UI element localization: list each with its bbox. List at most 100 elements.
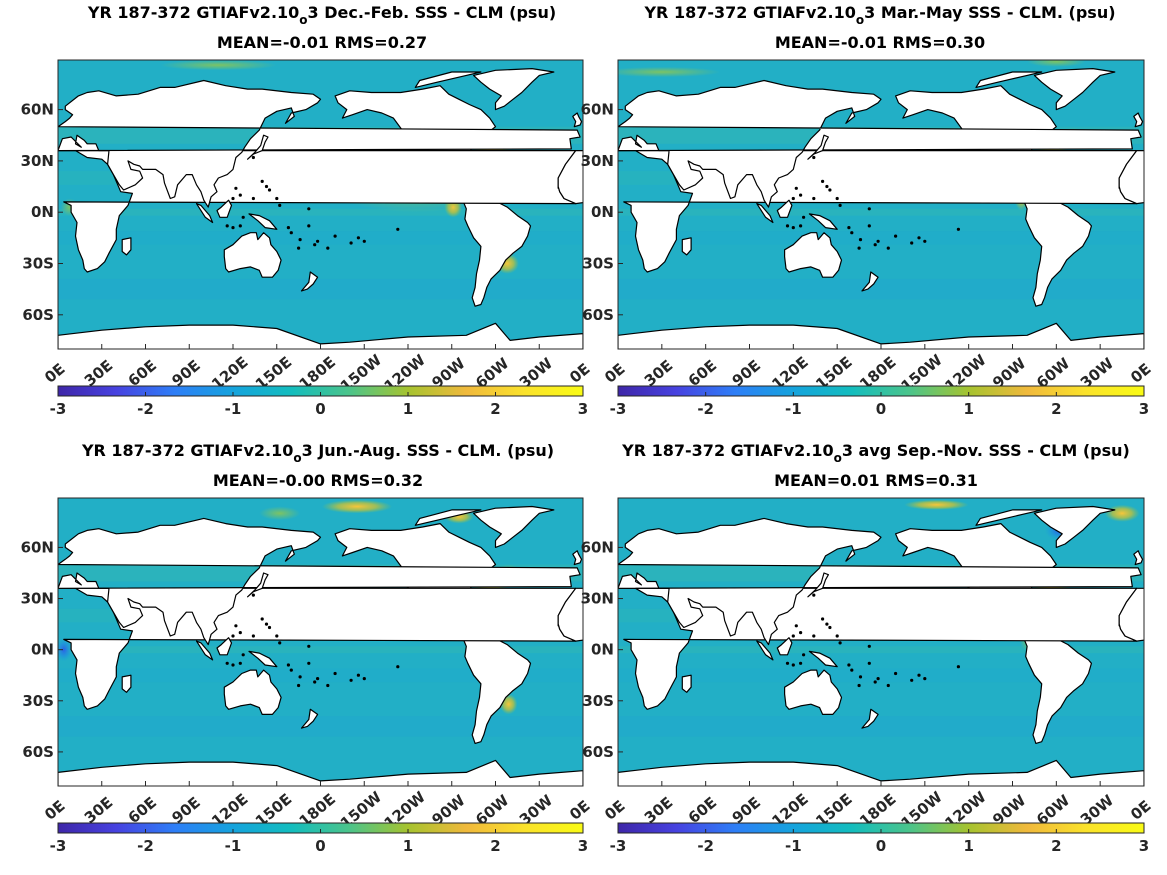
y-tick-label: 0N	[591, 203, 614, 221]
ocean-band	[58, 716, 583, 737]
map-area	[58, 498, 583, 786]
x-tick-label: 60E	[125, 356, 160, 390]
island-dot	[286, 226, 290, 230]
land-australia	[223, 669, 282, 716]
island-dot	[251, 155, 255, 160]
island-dot	[799, 661, 803, 665]
y-tick-label: 0N	[31, 641, 54, 659]
island-dot	[799, 631, 803, 635]
colorbar-tick-label: 1	[403, 400, 413, 418]
island-dot	[396, 665, 400, 669]
land-australia	[783, 669, 843, 716]
y-tick-label: 60N	[581, 538, 614, 556]
island-dot	[298, 675, 302, 679]
island-dot	[791, 634, 795, 638]
y-tick-label: 30S	[22, 692, 54, 710]
island-dot	[838, 203, 842, 207]
land-sumatra	[756, 640, 774, 661]
island-dot	[791, 663, 795, 667]
island-dot	[298, 238, 302, 242]
island-dot	[238, 631, 242, 635]
land-uk	[572, 550, 583, 566]
x-tick-label: 30E	[641, 356, 676, 390]
x-tick-label: 90E	[168, 793, 203, 827]
anomaly-blob	[259, 506, 301, 521]
island-dot	[802, 215, 806, 219]
land-borneo	[776, 199, 793, 218]
land-madagascar	[681, 237, 692, 256]
x-tick-label: 0E	[1127, 360, 1154, 387]
colorbar-tick-label: 0	[876, 400, 886, 418]
colorbar-tick-label: 3	[1139, 837, 1149, 855]
colorbar-tick-label: 1	[963, 837, 973, 855]
island-dot	[356, 236, 360, 240]
island-dot	[307, 644, 311, 648]
land-sumatra	[195, 640, 214, 661]
x-tick-label: 60E	[685, 793, 720, 827]
land-wrap-europe	[1118, 587, 1144, 642]
panel-title: YR 187-372 GTIAFv2.10o3 Dec.-Feb. SSS - …	[87, 3, 556, 27]
panel-stats: MEAN=0.01 RMS=0.31	[774, 471, 978, 490]
land-americas-s	[462, 630, 532, 745]
land-sumatra	[195, 203, 214, 224]
island-dot	[349, 678, 353, 682]
island-dot	[307, 224, 311, 228]
land-newguinea	[808, 650, 838, 668]
island-dot	[835, 634, 839, 638]
island-dot	[267, 625, 272, 630]
island-dot	[956, 665, 961, 669]
y-tick-label: 60N	[21, 101, 54, 119]
island-dot	[289, 668, 293, 672]
island-dot	[886, 246, 890, 250]
land-nz	[861, 271, 879, 292]
ocean-band	[618, 646, 1144, 654]
x-tick-label: 90E	[168, 356, 203, 390]
anomaly-blob	[618, 66, 721, 78]
island-dot	[297, 246, 301, 250]
title-part-a: YR 187-372 GTIAFv2.10	[643, 3, 855, 22]
colorbar-tick-label: -2	[137, 400, 154, 418]
panel-title: YR 187-372 GTIAFv2.10o3 avg Sep.-Nov. SS…	[621, 441, 1130, 465]
island-dot	[316, 677, 320, 681]
island-dot	[260, 179, 264, 183]
x-tick-label: 0E	[41, 360, 68, 387]
map-panel-jja: YR 187-372 GTIAFv2.10o3 Jun.-Aug. SSS - …	[21, 441, 594, 855]
y-tick-label: 30S	[582, 254, 614, 272]
island-dot	[812, 155, 816, 160]
land-canada-arctic	[975, 71, 1043, 89]
anomaly-blob	[904, 499, 969, 510]
land-antarctica	[58, 759, 583, 786]
land-borneo	[216, 199, 233, 218]
land-nz	[300, 271, 319, 292]
x-tick-label: 90E	[729, 793, 764, 827]
colorbar-tick-label: -1	[785, 837, 802, 855]
island-dot	[867, 644, 871, 648]
colorbar-tick-label: 0	[315, 400, 325, 418]
island-dot	[316, 239, 320, 243]
colorbar-tick-label: -3	[50, 400, 67, 418]
island-dot	[812, 196, 816, 201]
y-tick-label: 0N	[31, 203, 54, 221]
island-dot	[858, 675, 863, 679]
land-newguinea	[248, 650, 278, 668]
colorbar-tick-label: -2	[697, 837, 714, 855]
island-dot	[326, 246, 330, 250]
land-australia	[223, 232, 282, 278]
land-americas-s	[1023, 630, 1093, 745]
map-area	[618, 60, 1144, 349]
map-area	[618, 498, 1144, 786]
island-dot	[278, 641, 282, 645]
island-dot	[307, 661, 311, 665]
colorbar-tick-label: 1	[403, 837, 413, 855]
ocean-band	[58, 646, 583, 654]
land-borneo	[216, 637, 233, 656]
land-eurasia	[58, 79, 581, 208]
y-tick-label: 60N	[581, 101, 614, 119]
island-dot	[333, 671, 337, 676]
x-tick-label: 0E	[1127, 797, 1154, 824]
island-dot	[225, 661, 229, 665]
island-dot	[867, 207, 871, 211]
island-dot	[278, 203, 282, 207]
land-borneo	[776, 637, 793, 656]
land-antarctica	[618, 322, 1144, 349]
